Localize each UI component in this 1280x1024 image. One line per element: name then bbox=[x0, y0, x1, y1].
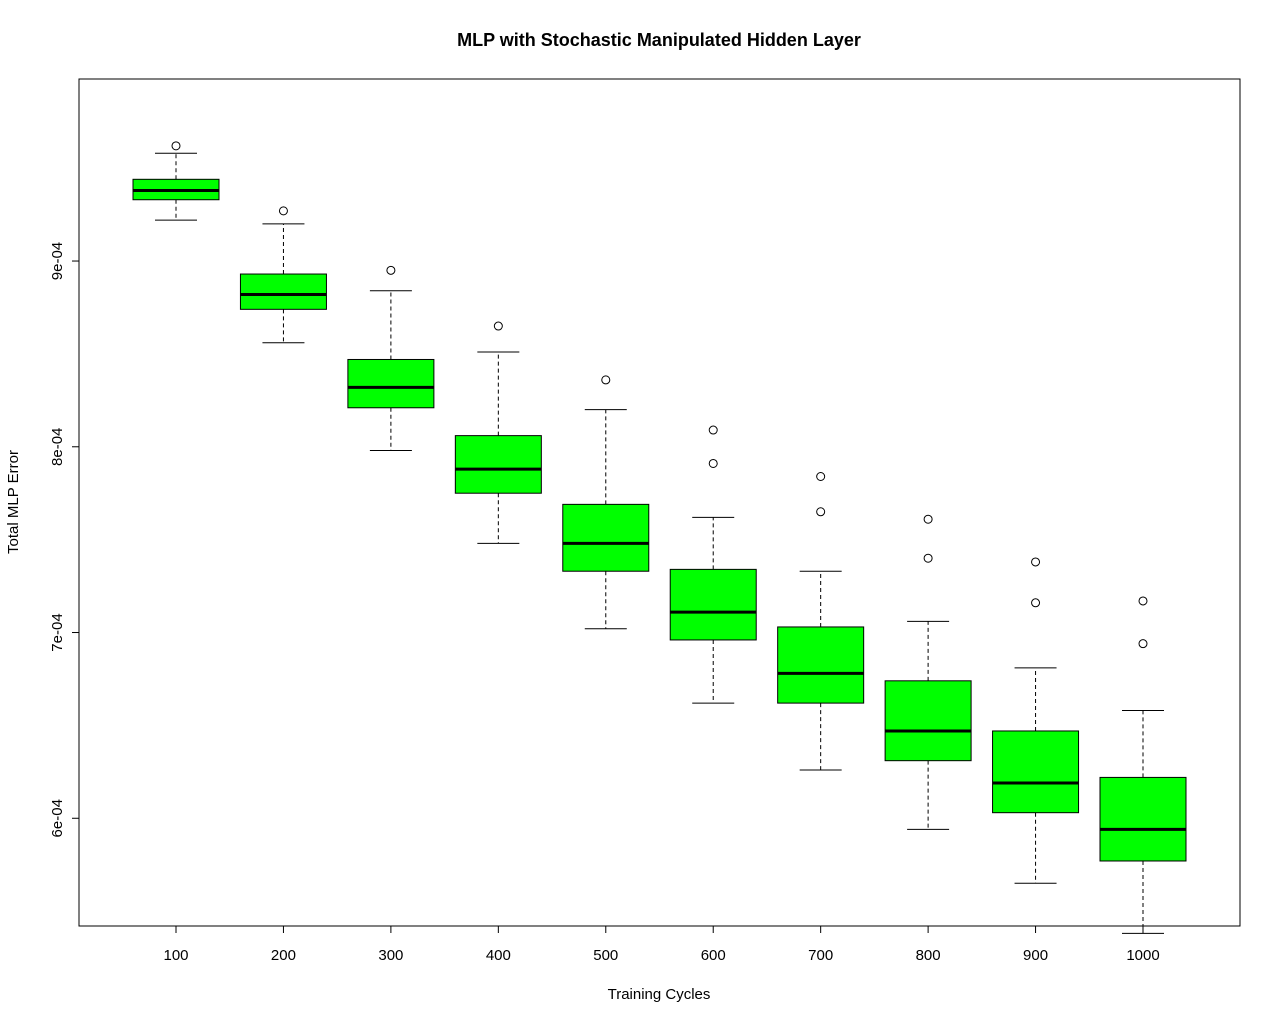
x-tick-label: 500 bbox=[593, 947, 618, 964]
y-tick-label: 8e-04 bbox=[49, 428, 66, 466]
x-axis: 100 200 300 400 500 600 700 800 900 1000 bbox=[163, 925, 1160, 964]
outlier-point bbox=[1138, 639, 1148, 649]
x-tick-label: 300 bbox=[378, 947, 403, 964]
outlier-point bbox=[601, 375, 611, 385]
x-tick-label: 400 bbox=[486, 947, 511, 964]
x-tick-label: 100 bbox=[163, 947, 188, 964]
outlier-point bbox=[816, 471, 826, 481]
box-600 bbox=[669, 425, 757, 704]
outlier-point bbox=[278, 206, 288, 216]
x-tick-label: 900 bbox=[1023, 947, 1048, 964]
y-tick-label: 6e-04 bbox=[49, 799, 66, 837]
x-tick-label: 600 bbox=[701, 947, 726, 964]
iqr-box bbox=[777, 626, 865, 704]
outlier-point bbox=[708, 458, 718, 468]
y-axis: 6e-04 7e-04 8e-04 9e-04 bbox=[49, 242, 80, 837]
box-200 bbox=[239, 206, 327, 344]
outlier-point bbox=[923, 553, 933, 563]
outlier-point bbox=[171, 141, 181, 151]
x-tick-label: 200 bbox=[271, 947, 296, 964]
x-tick-label: 700 bbox=[808, 947, 833, 964]
outlier-point bbox=[708, 425, 718, 435]
box-400 bbox=[454, 321, 542, 544]
box-900 bbox=[992, 557, 1080, 884]
outlier-point bbox=[1138, 596, 1148, 606]
iqr-box bbox=[1099, 776, 1187, 862]
box-800 bbox=[884, 514, 972, 830]
outlier-point bbox=[386, 265, 396, 275]
iqr-box bbox=[669, 568, 757, 641]
iqr-box bbox=[239, 273, 327, 310]
x-tick-label: 1000 bbox=[1126, 947, 1159, 964]
y-axis-label: Total MLP Error bbox=[5, 450, 22, 554]
iqr-box bbox=[347, 358, 435, 409]
x-tick-label: 800 bbox=[916, 947, 941, 964]
iqr-box bbox=[562, 503, 650, 572]
boxes-group bbox=[132, 141, 1187, 934]
iqr-box bbox=[992, 730, 1080, 814]
box-500 bbox=[562, 375, 650, 630]
outlier-point bbox=[1031, 557, 1041, 567]
outlier-point bbox=[816, 507, 826, 517]
y-tick-label: 7e-04 bbox=[49, 613, 66, 651]
iqr-box bbox=[884, 680, 972, 762]
outlier-point bbox=[493, 321, 503, 331]
y-tick-label: 9e-04 bbox=[49, 242, 66, 280]
x-axis-label: Training Cycles bbox=[608, 986, 711, 1003]
iqr-box bbox=[454, 435, 542, 494]
chart-title: MLP with Stochastic Manipulated Hidden L… bbox=[457, 30, 861, 50]
outlier-point bbox=[1031, 598, 1041, 608]
outlier-point bbox=[923, 514, 933, 524]
box-300 bbox=[347, 265, 435, 451]
box-1000 bbox=[1099, 596, 1187, 934]
box-100 bbox=[132, 141, 220, 221]
box-700 bbox=[777, 471, 865, 771]
